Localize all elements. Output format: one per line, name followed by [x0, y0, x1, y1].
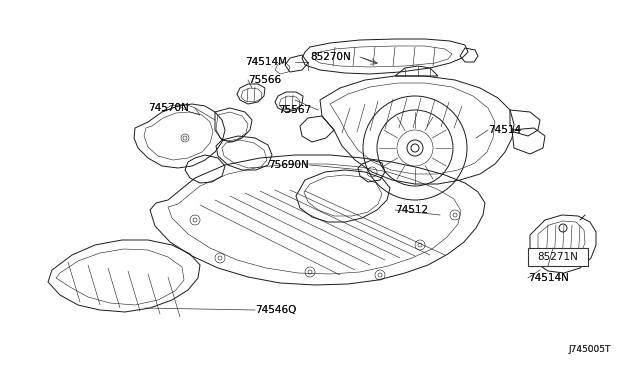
Text: 85270N: 85270N [310, 52, 351, 62]
Text: 74514N: 74514N [528, 273, 569, 283]
Text: 75690N: 75690N [268, 160, 308, 170]
Text: 74512: 74512 [395, 205, 428, 215]
Circle shape [411, 144, 419, 152]
Text: 75567: 75567 [278, 105, 311, 115]
Text: 74514: 74514 [488, 125, 521, 135]
Text: 85270N: 85270N [310, 52, 351, 62]
Text: 74514M: 74514M [245, 57, 287, 67]
Text: 75567: 75567 [278, 105, 311, 115]
Text: 85271N: 85271N [538, 252, 579, 262]
Text: J745005T: J745005T [568, 346, 611, 355]
Text: 74514M: 74514M [245, 57, 287, 67]
Text: 74546Q: 74546Q [255, 305, 296, 315]
Text: 75566: 75566 [248, 75, 281, 85]
Text: 74514: 74514 [488, 125, 521, 135]
Bar [528, 248, 588, 266]
Text: 74570N: 74570N [148, 103, 189, 113]
Text: J745005T: J745005T [568, 346, 611, 355]
Text: 74546Q: 74546Q [255, 305, 296, 315]
Text: 75690N: 75690N [268, 160, 308, 170]
Text: 74570N: 74570N [148, 103, 189, 113]
Text: 74514N: 74514N [528, 273, 569, 283]
Text: 75566: 75566 [248, 75, 281, 85]
Text: 74512: 74512 [395, 205, 428, 215]
